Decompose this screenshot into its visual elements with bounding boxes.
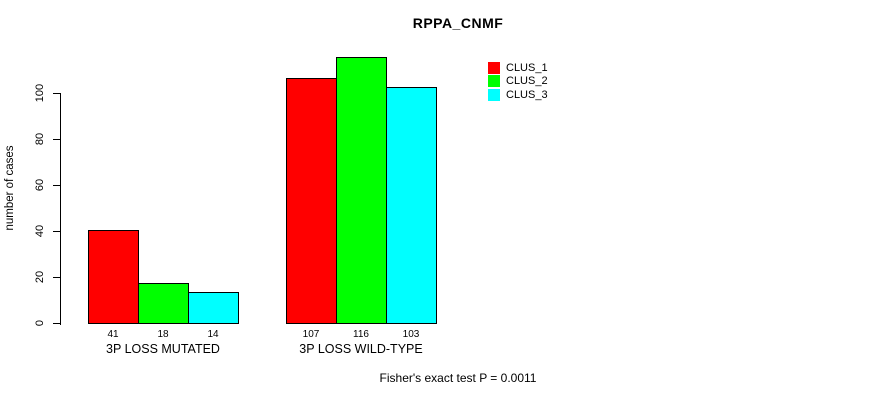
bar-clus_3-group1 [188, 292, 239, 324]
y-axis-line [60, 93, 61, 325]
y-tick-mark [53, 323, 60, 324]
legend-row-clus_1: CLUS_1 [488, 61, 548, 75]
y-tick-label: 20 [34, 270, 46, 284]
y-tick-mark [53, 93, 60, 94]
y-tick-label: 60 [34, 178, 46, 192]
y-tick-mark [53, 231, 60, 232]
legend-label: CLUS_2 [506, 75, 548, 88]
y-tick-label: 0 [34, 319, 46, 327]
y-tick-label: 40 [34, 224, 46, 238]
y-tick-label: 80 [34, 132, 46, 146]
bar-value-label: 41 [107, 329, 119, 340]
bar-value-label: 116 [353, 329, 369, 340]
bar-clus_2-group1 [138, 283, 189, 324]
legend-swatch-clus_2 [488, 75, 500, 88]
legend-label: CLUS_1 [506, 61, 548, 74]
bar-value-label: 103 [402, 329, 420, 340]
legend-label: CLUS_3 [506, 88, 548, 101]
bar-clus_3-group2 [386, 87, 437, 324]
bar-clus_1-group1 [88, 230, 139, 324]
bar-value-label: 18 [157, 329, 169, 340]
legend: CLUS_1 CLUS_2 CLUS_3 [488, 61, 548, 102]
bar-clus_2-group2 [336, 57, 387, 324]
group-label-2: 3P LOSS WILD-TYPE [299, 342, 423, 356]
chart-title: RPPA_CNMF [412, 15, 504, 31]
group-label-1: 3P LOSS MUTATED [106, 342, 220, 356]
y-tick-mark [53, 277, 60, 278]
y-tick-mark [53, 139, 60, 140]
y-axis-label: number of cases [4, 145, 16, 231]
bar-value-label: 14 [207, 329, 219, 340]
legend-swatch-clus_3 [488, 88, 500, 101]
stat-annotation: Fisher's exact test P = 0.0011 [379, 371, 537, 385]
legend-row-clus_2: CLUS_2 [488, 75, 548, 89]
legend-swatch-clus_1 [488, 61, 500, 74]
bar-clus_1-group2 [286, 78, 337, 324]
legend-row-clus_3: CLUS_3 [488, 88, 548, 102]
bar-value-label: 107 [302, 329, 320, 340]
y-tick-label: 100 [34, 83, 46, 103]
y-tick-mark [53, 185, 60, 186]
